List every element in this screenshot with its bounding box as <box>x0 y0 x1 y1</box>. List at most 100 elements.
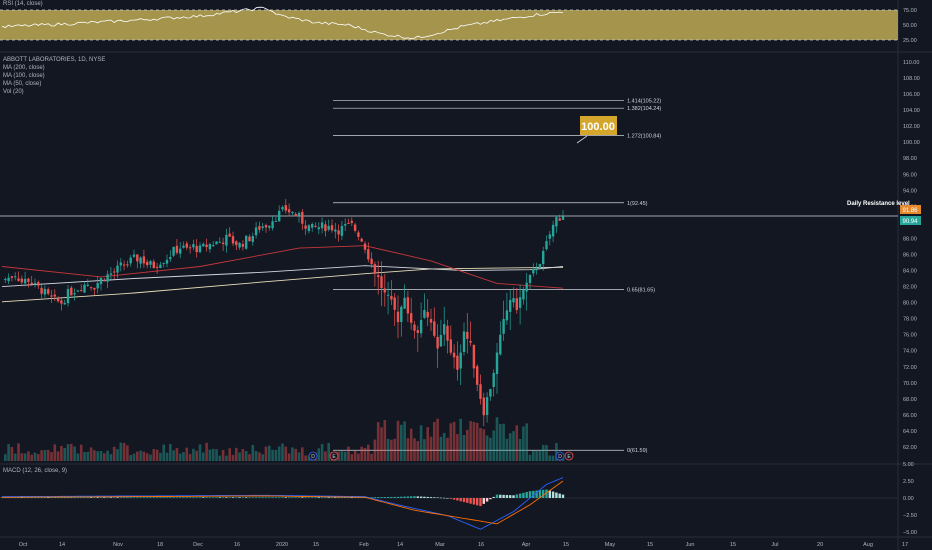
candle-body <box>10 276 14 278</box>
macd-histogram-bar <box>522 492 525 498</box>
volume-bar <box>238 452 241 461</box>
volume-bar <box>423 439 426 461</box>
volume-bar <box>40 450 43 461</box>
volume-bar <box>360 446 363 461</box>
indicator-ma50[interactable]: MA (50, close) <box>3 81 42 87</box>
macd-histogram-bar <box>47 497 50 498</box>
target-callout <box>580 116 617 135</box>
candle-body <box>7 277 10 282</box>
volume-bar <box>291 447 294 461</box>
candle-body <box>499 334 502 355</box>
event-marker[interactable]: D <box>555 451 565 461</box>
macd-histogram-bar <box>538 490 542 498</box>
candle-body <box>113 271 116 273</box>
indicator-volume[interactable]: Vol (20) <box>3 89 24 95</box>
volume-bar <box>281 443 284 461</box>
volume-bar <box>248 454 251 461</box>
candle-body <box>287 209 291 213</box>
target-value: 100.00 <box>581 121 615 133</box>
macd-histogram-bar <box>515 494 518 498</box>
candle-body <box>403 297 406 309</box>
candle-body <box>20 278 23 283</box>
event-marker[interactable]: E <box>329 451 339 461</box>
volume-bar <box>165 452 169 461</box>
indicator-ma200[interactable]: MA (200, close) <box>3 65 45 71</box>
candle-body <box>327 226 330 230</box>
volume-bar <box>367 444 370 461</box>
macd-histogram-bar <box>284 497 287 498</box>
macd-histogram-bar <box>212 497 215 498</box>
macd-histogram-bar <box>116 497 119 498</box>
volume-bar <box>350 454 354 461</box>
macd-histogram-bar <box>93 497 96 498</box>
macd-histogram-bar <box>518 493 522 498</box>
candle-body <box>89 287 93 289</box>
macd-histogram-bar <box>558 493 561 498</box>
candle-body <box>248 236 251 242</box>
time-tick-label: 15 <box>647 542 653 548</box>
candle-body <box>172 246 175 256</box>
volume-bar <box>83 452 86 461</box>
macd-histogram-bar <box>139 497 142 498</box>
time-tick-label: Jun <box>686 542 695 548</box>
volume-bar <box>244 451 248 461</box>
macd-histogram-bar <box>80 497 83 498</box>
candle-body <box>472 344 476 369</box>
price-tick-label: 82.00 <box>903 285 917 291</box>
candle-body <box>284 205 287 211</box>
volume-bar <box>452 421 456 461</box>
candle-body <box>347 222 350 224</box>
candle-body <box>165 259 169 264</box>
volume-bar <box>393 438 396 461</box>
macd-layer <box>0 477 565 530</box>
high-price-tag <box>900 205 921 214</box>
volume-bar <box>479 428 482 461</box>
volume-bar <box>37 453 40 461</box>
volume-bar <box>505 438 509 461</box>
macd-histogram-bar <box>248 497 251 498</box>
candle-body <box>297 212 301 216</box>
time-tick-label: Aug <box>863 542 873 548</box>
volume-bar <box>489 437 492 461</box>
indicator-ma100[interactable]: MA (100, close) <box>3 73 45 79</box>
volume-bar <box>456 434 459 461</box>
macd-histogram-bar <box>241 497 245 498</box>
candle-body <box>377 275 380 278</box>
macd-histogram-bar <box>20 497 23 498</box>
candle-body <box>169 257 172 260</box>
macd-histogram-bar <box>459 498 462 502</box>
volume-bar <box>370 453 373 461</box>
macd-signal-line <box>2 480 564 525</box>
macd-histogram-bar <box>261 497 264 498</box>
candle-body <box>179 248 182 254</box>
candle-body <box>202 243 205 247</box>
volume-bar <box>106 450 109 461</box>
macd-histogram-bar <box>535 490 538 498</box>
volume-bar <box>76 453 80 461</box>
volume-bar <box>492 430 495 461</box>
volume-bar <box>33 452 37 461</box>
macd-histogram-bar <box>202 497 205 498</box>
macd-histogram-bar <box>225 497 228 498</box>
svg-text:D: D <box>311 454 315 460</box>
candle-body <box>393 297 396 310</box>
candle-body <box>14 276 17 278</box>
volume-bar <box>221 450 225 461</box>
volume-bar <box>215 449 218 461</box>
time-tick-label: 2020 <box>276 542 288 548</box>
volume-bar <box>538 451 542 461</box>
candle-body <box>485 397 489 416</box>
macd-histogram-bar <box>439 497 443 499</box>
volume-bar <box>30 454 33 461</box>
candle-body <box>139 257 142 264</box>
candle-body <box>264 225 268 228</box>
candle-body <box>545 241 548 250</box>
volume-bar <box>403 421 406 461</box>
candle-body <box>479 384 482 399</box>
macd-histogram-bar <box>532 490 535 498</box>
event-marker[interactable]: E <box>564 451 574 461</box>
candle-body <box>551 224 555 237</box>
volume-bar <box>139 450 142 461</box>
event-marker[interactable]: D <box>308 451 318 461</box>
